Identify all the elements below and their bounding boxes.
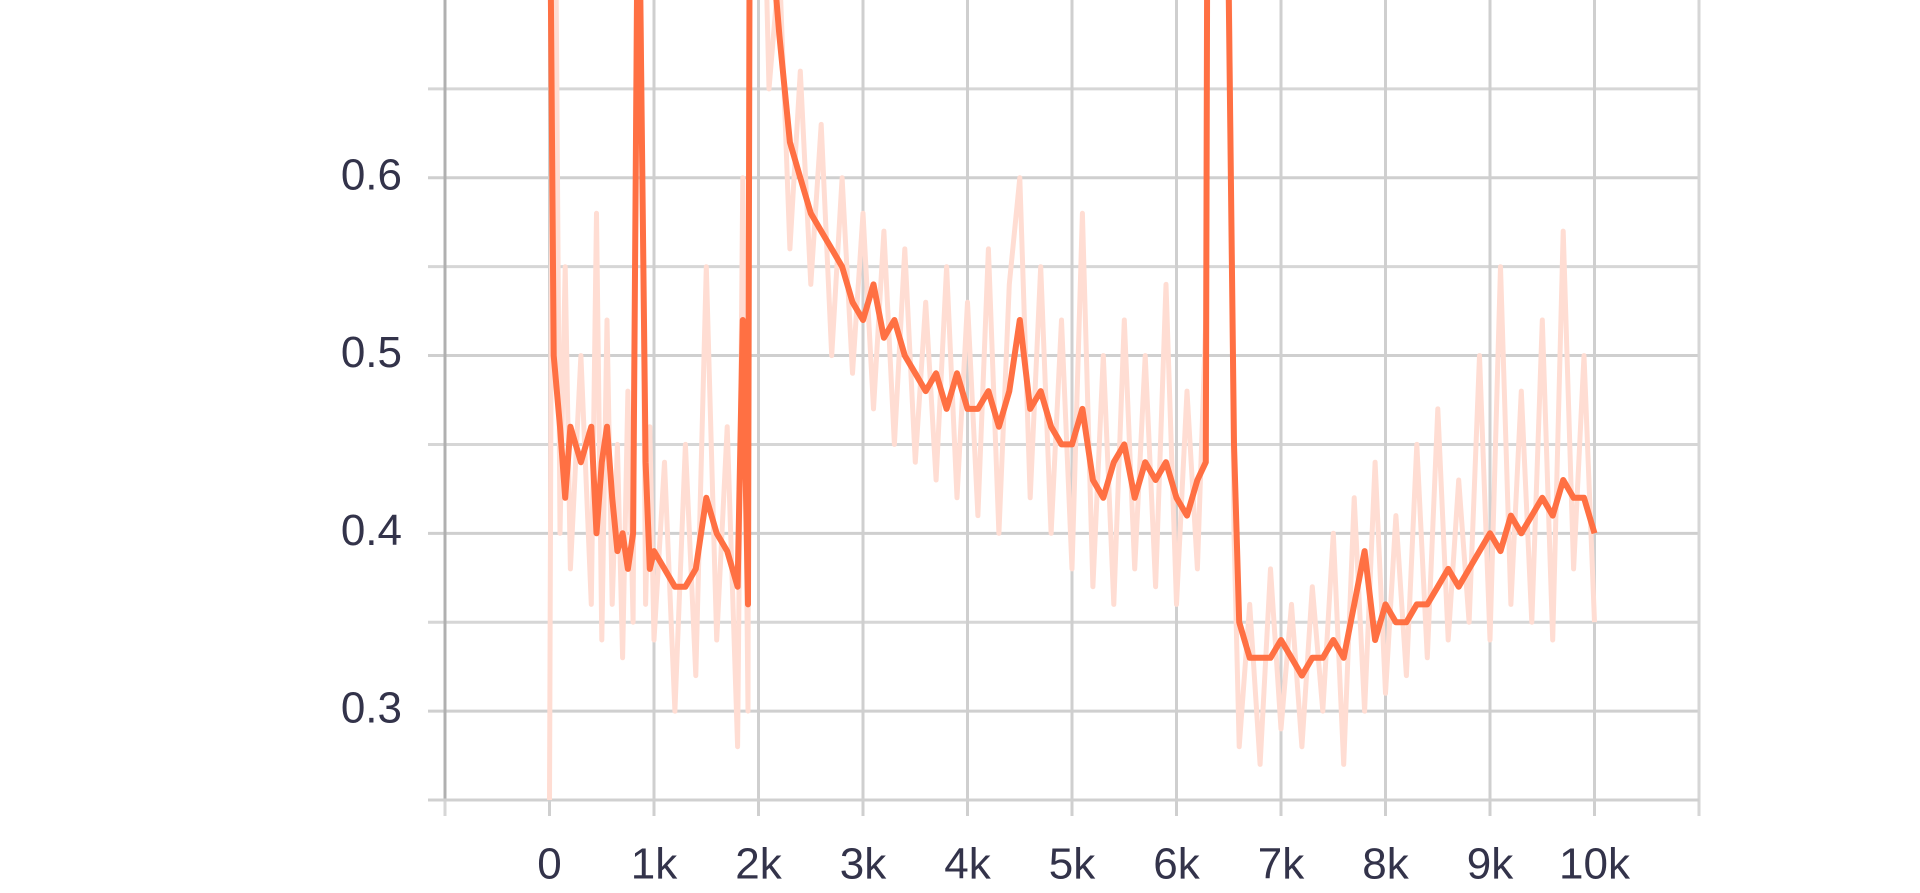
x-tick-label: 8k: [1362, 840, 1409, 889]
x-tick-label: 7k: [1258, 840, 1305, 889]
y-tick-label: 0.4: [341, 506, 402, 555]
x-tick-label: 0: [537, 840, 561, 889]
line-series: [547, 0, 1598, 679]
plot-area: [547, 0, 1598, 800]
y-tick-label: 0.6: [341, 150, 402, 199]
x-tick-label: 6k: [1153, 840, 1200, 889]
x-tick-label: 9k: [1467, 840, 1514, 889]
x-tick-label: 3k: [840, 840, 887, 889]
line-series: [547, 0, 1597, 800]
x-tick-label: 5k: [1049, 840, 1096, 889]
y-tick-label: 0.5: [341, 328, 402, 377]
x-tick-label: 2k: [735, 840, 782, 889]
tick-labels: 0.3 0.4 0.5 0.6 0 1k 2k 3k 4k 5k 6k 7k 8k 9k 10k: [341, 150, 1631, 888]
x-tick-label: 10k: [1559, 840, 1631, 889]
x-tick-label: 1k: [631, 840, 678, 889]
x-tick-label: 4k: [944, 840, 991, 889]
y-tick-label: 0.3: [341, 684, 402, 733]
